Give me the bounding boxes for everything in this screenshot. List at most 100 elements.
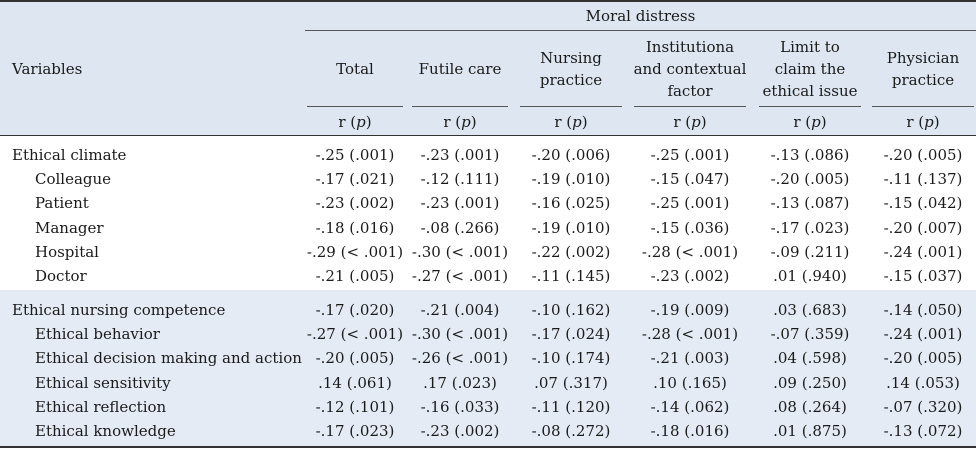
table-cell: -.18 (.016)	[315, 218, 395, 237]
row-label: Hospital	[35, 242, 99, 261]
column-header-label: Total	[336, 60, 374, 78]
table-cell: .09 (.250)	[773, 373, 847, 392]
table-cell: -.30 (< .001)	[411, 242, 509, 261]
column-header-label: Nursing	[540, 49, 602, 67]
table-cell: .10 (.165)	[653, 373, 727, 392]
table-row: Patient -.23 (.002) -.23 (.001) -.16 (.025)…	[0, 191, 976, 215]
table-cell: -.10 (.162)	[531, 301, 611, 319]
section-ethical-nursing-competence	[0, 290, 976, 446]
table-cell: .01 (.875)	[773, 422, 847, 440]
table-cell: -.27 (< .001)	[306, 325, 404, 344]
table-cell: -.08 (.272)	[531, 422, 611, 440]
column-header-rule	[634, 106, 746, 107]
column-header-label: ethical issue	[762, 82, 858, 100]
table-cell: -.23 (.001)	[420, 194, 500, 213]
table-cell: -.23 (.002)	[650, 267, 730, 285]
column-stat-label: r (p)	[554, 113, 588, 131]
table-cell: -.13 (.086)	[770, 146, 850, 164]
table-cell: .14 (.061)	[318, 373, 392, 392]
table-cell: -.20 (.005)	[770, 170, 850, 189]
column-header-label: Limit to	[780, 38, 840, 56]
table-row: Ethical knowledge -.17 (.023) -.23 (.002) -…	[0, 419, 976, 443]
column-header-label: factor	[667, 82, 713, 100]
column-stat-label: r (p)	[338, 113, 372, 131]
row-label: Patient	[35, 194, 89, 213]
table-cell: -.23 (.002)	[420, 422, 500, 440]
table-cell: -.23 (.002)	[315, 194, 395, 213]
table-cell: -.13 (.072)	[883, 422, 963, 440]
table-cell: -.20 (.006)	[531, 146, 611, 164]
table-cell: -.25 (.001)	[650, 194, 730, 213]
row-label: Colleague	[35, 170, 112, 189]
column-header-rule	[307, 106, 403, 107]
header-bottom-rule	[0, 135, 976, 136]
table-cell: -.13 (.087)	[770, 194, 850, 213]
column-header-label: claim the	[774, 60, 846, 78]
table-cell: -.17 (.024)	[531, 325, 611, 344]
group-rule	[305, 30, 976, 31]
row-label: Ethical sensitivity	[35, 373, 171, 392]
table-cell: .17 (.023)	[423, 373, 497, 392]
table-cell: -.11 (.145)	[531, 267, 611, 285]
table-cell: -.30 (< .001)	[411, 325, 509, 344]
column-header: Limit to claim the ethical issue	[757, 35, 863, 103]
table-cell: -.28 (< .001)	[641, 242, 739, 261]
table-cell: -.27 (< .001)	[411, 267, 509, 285]
column-header: Physician practice	[870, 35, 976, 103]
row-label: Ethical knowledge	[35, 422, 176, 440]
table-cell: -.17 (.020)	[315, 301, 395, 319]
table-cell: -.21 (.005)	[315, 267, 395, 285]
variables-header: Variables	[12, 60, 83, 78]
bottom-rule	[0, 446, 976, 448]
column-stat-label: r (p)	[793, 113, 827, 131]
table-cell: -.20 (.007)	[883, 218, 963, 237]
column-header: Institutiona and contextual factor	[632, 35, 748, 103]
row-label: Doctor	[35, 267, 87, 285]
row-label: Manager	[35, 218, 104, 237]
table-cell: -.15 (.036)	[650, 218, 730, 237]
table-cell: .07 (.317)	[534, 373, 608, 392]
table-row: Ethical sensitivity .14 (.061) .17 (.023).…	[0, 371, 976, 395]
table-cell: -.28 (< .001)	[641, 325, 739, 344]
table-row: Doctor -.21 (.005) -.27 (< .001) -.11 (.145…	[0, 264, 976, 288]
table-cell: -.15 (.047)	[650, 170, 730, 189]
table-cell: .14 (.053)	[886, 373, 960, 392]
table-cell: .08 (.264)	[773, 397, 847, 416]
table-cell: -.17 (.021)	[315, 170, 395, 189]
table-row: Ethical behavior -.27 (< .001) -.30 (< .00…	[0, 322, 976, 346]
column-stat-label: r (p)	[673, 113, 707, 131]
table-cell: -.14 (.050)	[883, 301, 963, 319]
table-row: Ethical nursing competence -.17 (.020) -.2…	[0, 298, 976, 322]
top-rule	[0, 0, 976, 2]
table-row: Colleague -.17 (.021) -.12 (.111) -.19 (.01…	[0, 167, 976, 191]
table-cell: -.26 (< .001)	[411, 349, 509, 368]
column-header: Futile care	[410, 35, 510, 103]
column-header-label: Institutiona	[645, 38, 735, 56]
table-cell: -.14 (.062)	[650, 397, 730, 416]
column-header: Total	[305, 35, 405, 103]
table-cell: .04 (.598)	[773, 349, 847, 368]
table-row: Ethical reflection -.12 (.101) -.16 (.033)…	[0, 395, 976, 419]
table-cell: -.08 (.266)	[420, 218, 500, 237]
row-label: Ethical behavior	[35, 325, 160, 344]
table-cell: -.07 (.320)	[883, 397, 963, 416]
table-cell: -.25 (.001)	[650, 146, 730, 164]
column-stat-label: r (p)	[443, 113, 477, 131]
table-cell: -.24 (.001)	[883, 325, 963, 344]
table-cell: -.17 (.023)	[770, 218, 850, 237]
table-cell: -.19 (.010)	[531, 218, 611, 237]
table-cell: -.16 (.033)	[420, 397, 500, 416]
column-header-label: Physician	[886, 49, 960, 67]
group-title: Moral distress	[585, 7, 696, 25]
table-cell: -.11 (.120)	[531, 397, 611, 416]
column-header-rule	[759, 106, 861, 107]
table-cell: -.15 (.037)	[883, 267, 963, 285]
column-header: Nursing practice	[518, 35, 624, 103]
row-label: Ethical climate	[12, 146, 127, 164]
table-cell: -.15 (.042)	[883, 194, 963, 213]
column-header-label: practice	[539, 71, 603, 89]
column-header-label: Futile care	[418, 60, 502, 78]
table-cell: -.19 (.009)	[650, 301, 730, 319]
table-row: Hospital -.29 (< .001) -.30 (< .001) -.22 (…	[0, 240, 976, 264]
